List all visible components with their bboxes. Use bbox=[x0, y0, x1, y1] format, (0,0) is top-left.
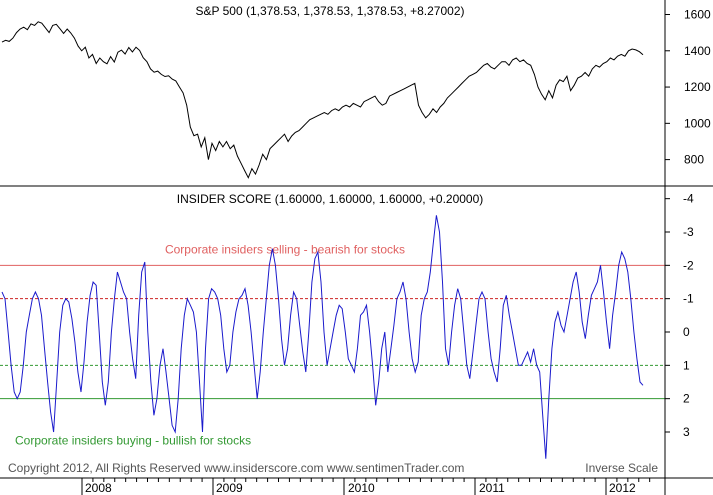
sp500-y-tick-label: 1200 bbox=[684, 80, 711, 94]
x-year-label: 2009 bbox=[216, 481, 243, 495]
copyright-text: Copyright 2012, All Rights Reserved www.… bbox=[8, 461, 464, 475]
sp500-title: S&P 500 (1,378.53, 1,378.53, 1,378.53, +… bbox=[196, 4, 465, 18]
insider-score-y-tick-label: -4 bbox=[683, 192, 694, 206]
x-year-label: 2008 bbox=[85, 481, 112, 495]
insider-score-series-line bbox=[1, 215, 644, 459]
x-axis: 2008 2009 2010 2011 2012 bbox=[81, 478, 651, 495]
insider-score-y-tick-label: 0 bbox=[683, 325, 690, 339]
reference-lines: Corporate insiders selling - bearish for… bbox=[0, 242, 665, 448]
inverse-scale-note: Inverse Scale bbox=[585, 461, 658, 475]
sp500-panel: S&P 500 (1,378.53, 1,378.53, 1,378.53, +… bbox=[1, 4, 711, 179]
selling-zone-label: Corporate insiders selling - bearish for… bbox=[165, 242, 405, 256]
insider-score-y-axis: -4 -3 -2 -1 0 1 2 3 bbox=[665, 192, 694, 439]
buying-zone-label: Corporate insiders buying - bullish for … bbox=[15, 434, 251, 448]
insider-score-y-tick-label: 1 bbox=[683, 358, 690, 372]
x-year-label: 2012 bbox=[609, 481, 636, 495]
insider-score-y-tick-label: -2 bbox=[683, 258, 694, 272]
insider-score-y-tick-label: -1 bbox=[683, 292, 694, 306]
insider-score-y-tick-label: 2 bbox=[683, 392, 690, 406]
sp500-y-tick-label: 1600 bbox=[684, 8, 711, 22]
x-year-label: 2011 bbox=[479, 481, 505, 495]
sp500-series-line bbox=[1, 21, 644, 179]
x-year-label: 2010 bbox=[348, 481, 375, 495]
insider-score-title: INSIDER SCORE (1.60000, 1.60000, 1.60000… bbox=[177, 192, 484, 206]
sp500-y-tick-label: 1400 bbox=[684, 44, 711, 58]
sp500-y-tick-label: 1000 bbox=[684, 116, 711, 130]
insider-score-panel: INSIDER SCORE (1.60000, 1.60000, 1.60000… bbox=[0, 192, 694, 459]
insider-score-y-tick-label: 3 bbox=[683, 425, 690, 439]
sp500-y-axis: 800 1000 1200 1400 1600 bbox=[665, 8, 711, 167]
insider-score-y-tick-label: -3 bbox=[683, 225, 694, 239]
sp500-y-tick-label: 800 bbox=[684, 153, 704, 167]
